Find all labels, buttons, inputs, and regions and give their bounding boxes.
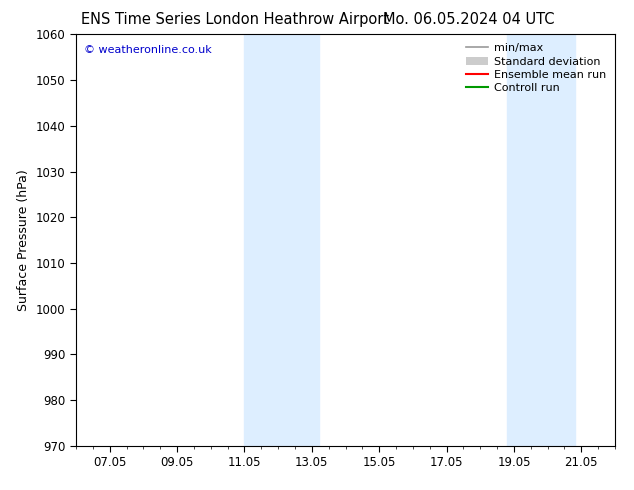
- Text: © weatheronline.co.uk: © weatheronline.co.uk: [84, 45, 212, 54]
- Text: ENS Time Series London Heathrow Airport: ENS Time Series London Heathrow Airport: [81, 12, 389, 27]
- Text: Mo. 06.05.2024 04 UTC: Mo. 06.05.2024 04 UTC: [384, 12, 555, 27]
- Legend: min/max, Standard deviation, Ensemble mean run, Controll run: min/max, Standard deviation, Ensemble me…: [463, 40, 609, 97]
- Bar: [507, 34, 574, 446]
- Y-axis label: Surface Pressure (hPa): Surface Pressure (hPa): [17, 169, 30, 311]
- Bar: [245, 34, 318, 446]
